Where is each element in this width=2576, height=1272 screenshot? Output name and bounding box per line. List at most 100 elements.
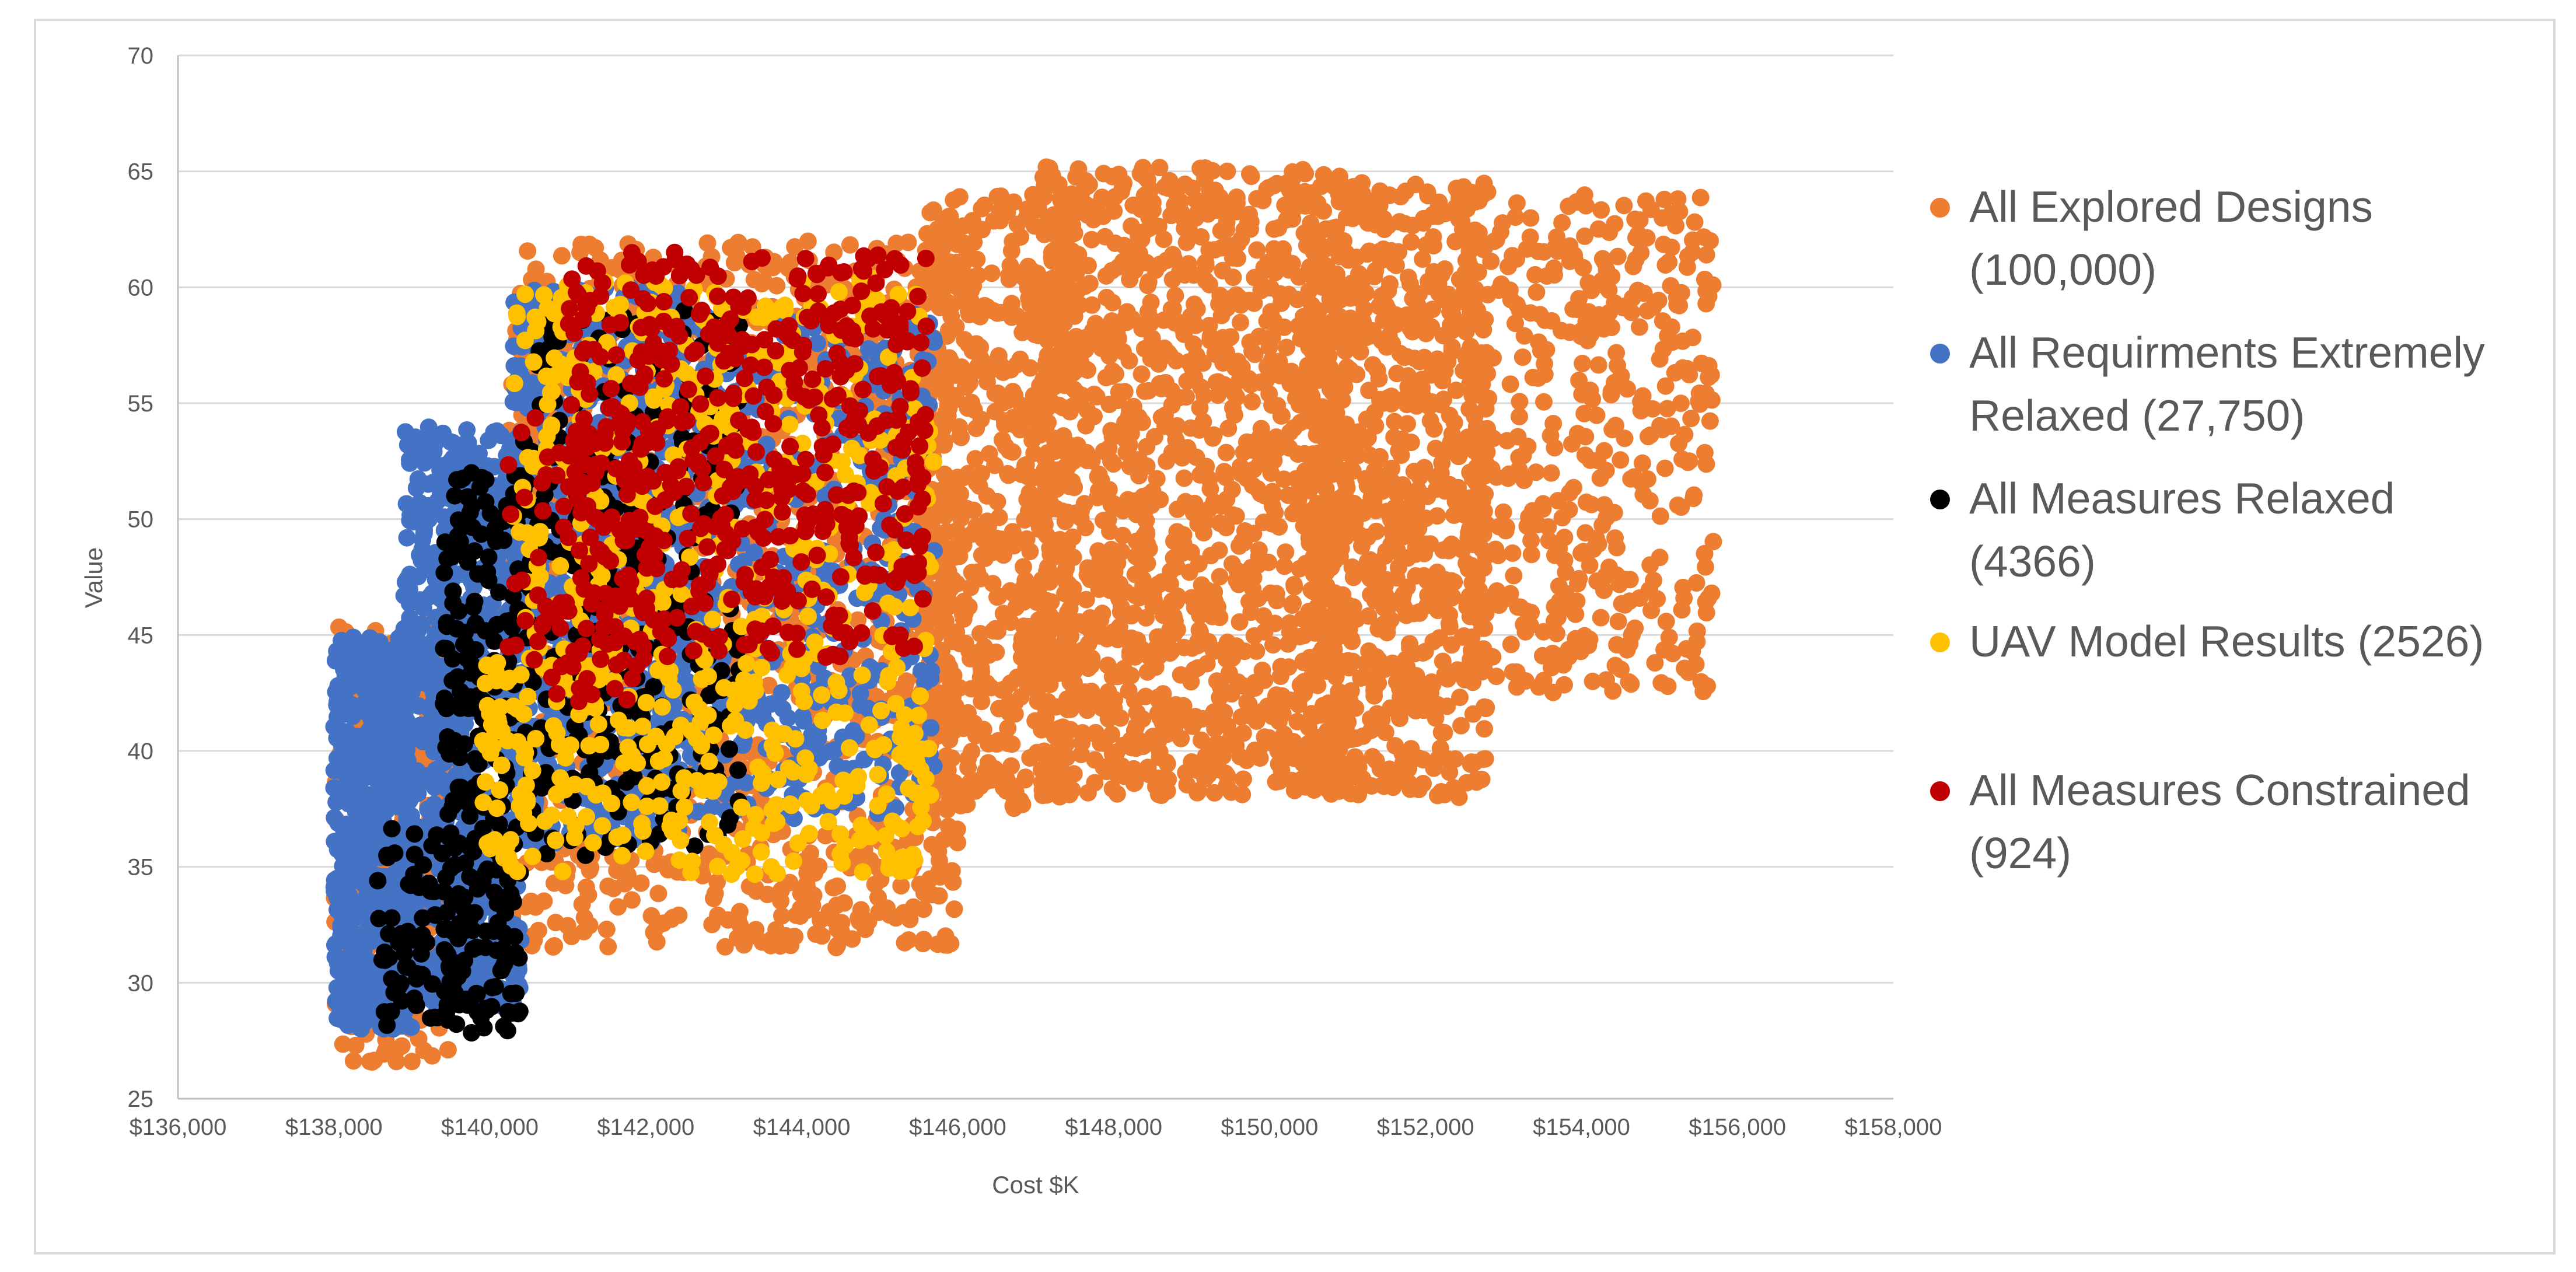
data-point <box>1242 220 1259 238</box>
data-point <box>557 876 575 894</box>
data-point <box>1212 222 1230 240</box>
data-point <box>1344 178 1362 195</box>
data-point <box>1218 767 1236 785</box>
data-point <box>760 676 778 694</box>
data-point <box>785 928 803 946</box>
data-point <box>1570 569 1588 588</box>
data-point <box>1231 457 1249 476</box>
data-point <box>1602 319 1620 337</box>
data-point <box>1286 198 1304 216</box>
data-point <box>1429 602 1447 620</box>
data-point <box>978 512 996 530</box>
data-point <box>1232 313 1249 331</box>
data-point <box>1138 438 1156 456</box>
data-point <box>942 478 960 496</box>
data-point <box>1121 271 1139 288</box>
data-point <box>1304 445 1322 463</box>
data-point <box>1100 481 1118 499</box>
data-point <box>1165 549 1183 567</box>
data-point <box>1609 357 1626 375</box>
data-point <box>1441 763 1459 781</box>
data-point <box>1231 613 1249 631</box>
data-point <box>1486 540 1504 558</box>
data-point <box>1110 383 1128 401</box>
data-point <box>1151 708 1169 726</box>
data-point <box>1676 659 1694 677</box>
data-point <box>1484 349 1502 367</box>
data-point <box>1395 348 1413 366</box>
data-point <box>1102 422 1120 440</box>
data-point <box>802 844 820 862</box>
data-point <box>1404 699 1422 717</box>
data-point <box>1266 614 1284 632</box>
data-point <box>1117 308 1135 326</box>
data-point <box>1584 390 1602 408</box>
data-point <box>1697 246 1715 264</box>
data-point <box>1553 322 1570 340</box>
data-point <box>1425 759 1443 777</box>
data-point <box>1097 289 1116 306</box>
data-point <box>1138 663 1156 681</box>
data-point <box>648 933 666 951</box>
data-point <box>1657 613 1675 631</box>
data-point <box>1198 194 1216 212</box>
data-point <box>1640 428 1657 446</box>
data-point <box>1057 628 1075 647</box>
data-point <box>1178 372 1196 390</box>
data-point <box>935 831 953 849</box>
data-point <box>1445 414 1463 432</box>
data-point <box>1336 471 1354 490</box>
data-point <box>527 260 545 278</box>
data-point <box>1033 761 1050 779</box>
data-point <box>1399 268 1417 286</box>
data-point <box>1195 524 1212 541</box>
data-point <box>967 420 985 438</box>
data-point <box>1206 241 1224 258</box>
data-point <box>1442 572 1460 590</box>
data-point <box>1656 459 1674 477</box>
data-point <box>1167 431 1185 449</box>
data-point <box>1612 451 1630 469</box>
data-point <box>1504 663 1522 681</box>
data-point <box>1217 469 1235 487</box>
data-point <box>1034 653 1053 671</box>
data-point <box>1609 613 1627 631</box>
data-point <box>1277 543 1295 561</box>
data-point <box>1191 606 1209 624</box>
data-point <box>1268 592 1286 610</box>
data-point <box>1005 787 1023 805</box>
data-point <box>1484 648 1502 666</box>
data-point <box>940 400 958 418</box>
data-point <box>1065 478 1083 497</box>
data-point <box>1595 252 1613 270</box>
data-point <box>1415 567 1433 585</box>
data-point <box>1217 443 1235 462</box>
data-point <box>1375 661 1393 679</box>
data-point <box>1032 575 1050 593</box>
data-point <box>960 374 978 392</box>
data-point <box>952 358 970 376</box>
data-point <box>1323 313 1341 331</box>
data-point <box>1180 353 1198 371</box>
data-point <box>1090 694 1109 712</box>
data-point <box>892 877 910 895</box>
data-point <box>623 891 641 909</box>
data-point <box>1190 782 1208 800</box>
data-point <box>1547 624 1565 642</box>
data-point <box>1229 575 1247 593</box>
data-point <box>1008 533 1026 551</box>
data-point <box>829 877 847 895</box>
data-point <box>708 873 726 891</box>
data-point <box>1041 357 1060 375</box>
data-point <box>1342 682 1360 700</box>
data-point <box>1398 658 1416 676</box>
data-point <box>1118 421 1136 439</box>
data-point <box>1191 466 1209 484</box>
data-point <box>1212 201 1230 219</box>
data-point <box>1353 773 1371 791</box>
data-point <box>930 240 948 258</box>
data-point <box>1589 356 1607 374</box>
data-point <box>1375 599 1393 617</box>
data-point <box>1144 597 1162 615</box>
data-point <box>573 895 591 913</box>
